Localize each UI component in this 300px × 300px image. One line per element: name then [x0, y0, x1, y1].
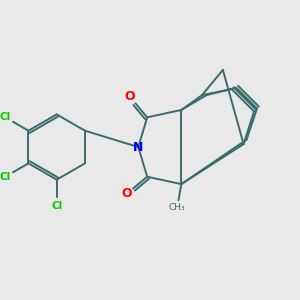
Text: O: O [122, 188, 132, 200]
Text: Cl: Cl [51, 201, 62, 212]
Text: O: O [125, 90, 135, 104]
Text: CH₃: CH₃ [169, 203, 185, 212]
Text: Cl: Cl [0, 172, 11, 182]
Text: N: N [133, 140, 143, 154]
Text: Cl: Cl [0, 112, 11, 122]
